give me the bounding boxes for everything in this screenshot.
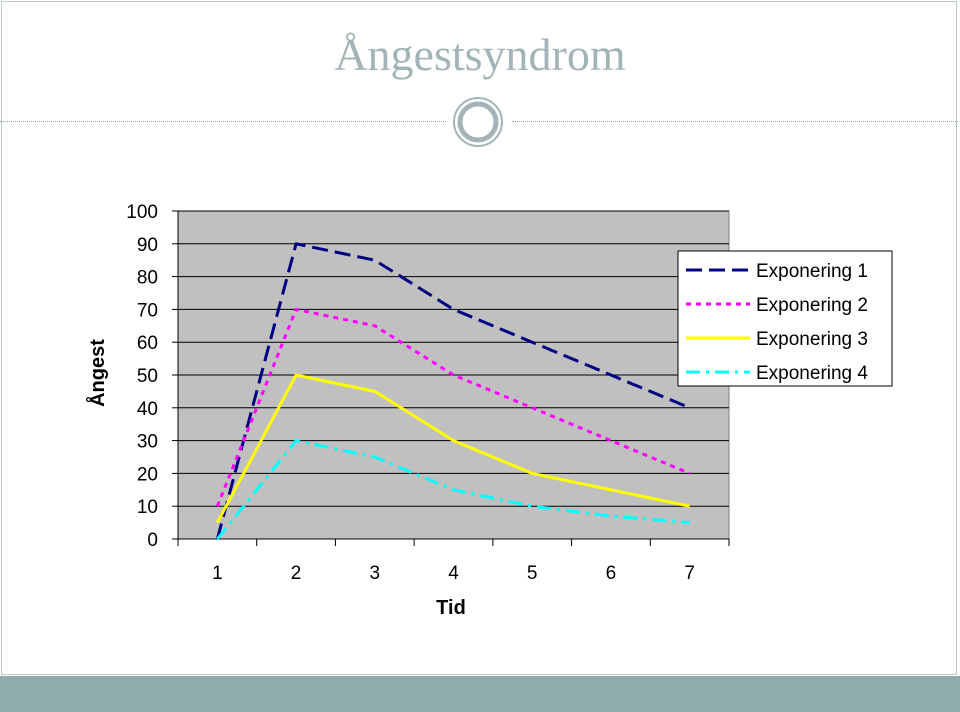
x-tick-label: 2 (291, 563, 302, 584)
y-tick-label: 70 (137, 300, 158, 321)
title-rule-right (512, 121, 958, 122)
title-rule-left (0, 121, 446, 122)
series-line-1 (215, 242, 691, 540)
series-line-4 (216, 439, 690, 540)
y-axis-title-group: Ångest (85, 339, 109, 407)
y-tick-label: 100 (126, 202, 158, 223)
series-line-3 (216, 373, 690, 524)
legend-label: Exponering 4 (756, 363, 868, 384)
y-tick-label: 10 (137, 497, 158, 518)
x-tick-label: 7 (684, 563, 695, 584)
legend-label: Exponering 2 (756, 295, 868, 316)
legend (677, 250, 893, 387)
x-axis-title: Tid (436, 597, 466, 619)
slide-title: Ångestsyndrom (334, 29, 626, 80)
x-tick-label: 3 (369, 563, 380, 584)
y-tick-label: 40 (137, 399, 158, 420)
slide-border (1, 1, 957, 675)
y-tick-label: 0 (147, 530, 158, 551)
legend-label: Exponering 3 (756, 329, 868, 350)
line-chart: Ångest Tid 0 10 20 30 40 50 60 70 80 90 100 1 2 3 4 5 6 7… (85, 202, 893, 619)
y-tick-label: 30 (137, 432, 158, 453)
y-tick-label: 60 (137, 333, 158, 354)
y-axis-title: Ångest (85, 339, 109, 407)
legend-label: Exponering 1 (756, 261, 868, 282)
series-line-2 (215, 307, 691, 507)
x-tick-label: 4 (448, 563, 459, 584)
y-tick-label: 50 (137, 366, 158, 387)
y-tick-label: 20 (137, 464, 158, 485)
x-tick-label: 1 (212, 563, 223, 584)
footer-bar (0, 676, 960, 712)
x-tick-label: 5 (527, 563, 538, 584)
y-tick-label: 90 (137, 235, 158, 256)
x-tick-label: 6 (606, 563, 617, 584)
y-tick-label: 80 (137, 268, 158, 289)
title-ornament (453, 97, 503, 147)
